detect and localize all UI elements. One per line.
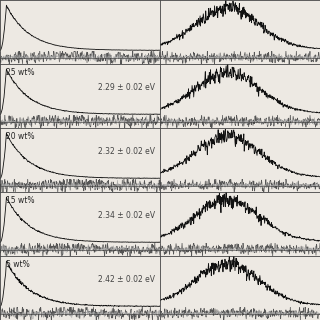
- Text: 2.34 ± 0.02 eV: 2.34 ± 0.02 eV: [98, 211, 155, 220]
- Text: 25 wt%: 25 wt%: [6, 68, 35, 76]
- Text: 20 wt%: 20 wt%: [6, 132, 35, 140]
- Text: 5 wt%: 5 wt%: [6, 260, 30, 268]
- Text: 2.29 ± 0.02 eV: 2.29 ± 0.02 eV: [98, 83, 155, 92]
- Text: 15 wt%: 15 wt%: [6, 196, 35, 204]
- Text: 2.42 ± 0.02 eV: 2.42 ± 0.02 eV: [98, 275, 155, 284]
- Text: 2.32 ± 0.02 eV: 2.32 ± 0.02 eV: [98, 147, 155, 156]
